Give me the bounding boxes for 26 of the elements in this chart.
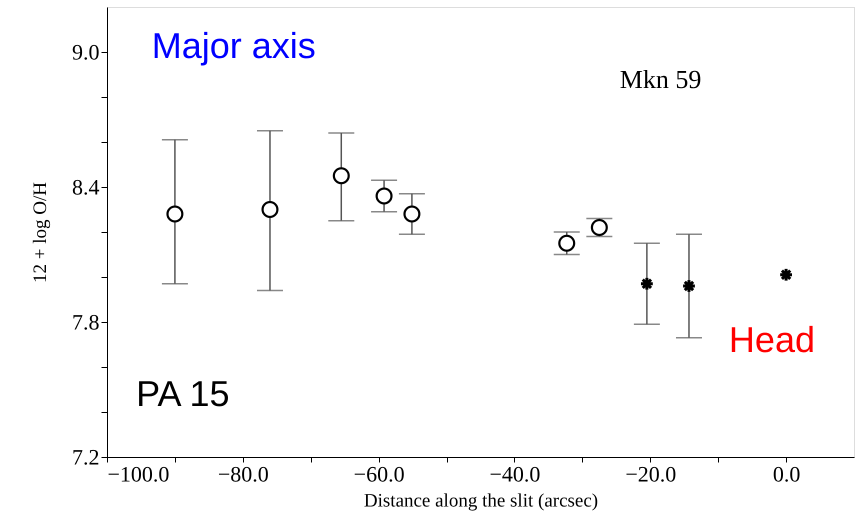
annotation: Major axis: [152, 25, 316, 66]
point: [558, 234, 576, 252]
point: [778, 267, 794, 282]
point: [166, 206, 184, 222]
x-tick-label: 0.0: [772, 462, 800, 486]
point: [682, 278, 696, 294]
x-axis-title: Distance along the slit (arcsec): [364, 490, 598, 512]
point: [639, 276, 654, 292]
x-tick-label: −100.0: [108, 462, 170, 486]
x-tick-label: −40.0: [489, 462, 540, 486]
x-tick-label: −80.0: [218, 462, 269, 486]
x-tick-label: −20.0: [625, 462, 676, 486]
annotation: Head: [728, 319, 815, 360]
point: [332, 167, 350, 184]
point: [261, 201, 278, 218]
point: [590, 219, 608, 236]
point: [403, 206, 420, 222]
x-tick-label: −60.0: [354, 462, 405, 486]
y-tick-label: 7.2: [72, 444, 100, 470]
point: [376, 188, 393, 204]
y-tick-label: 7.8: [72, 310, 100, 334]
y-axis-title: 12 + log O/H: [30, 182, 51, 283]
y-tick-label: 8.4: [72, 174, 100, 200]
annotation: PA 15: [136, 373, 230, 414]
y-tick-label: 9.0: [72, 40, 100, 64]
annotation: Mkn 59: [620, 65, 702, 94]
